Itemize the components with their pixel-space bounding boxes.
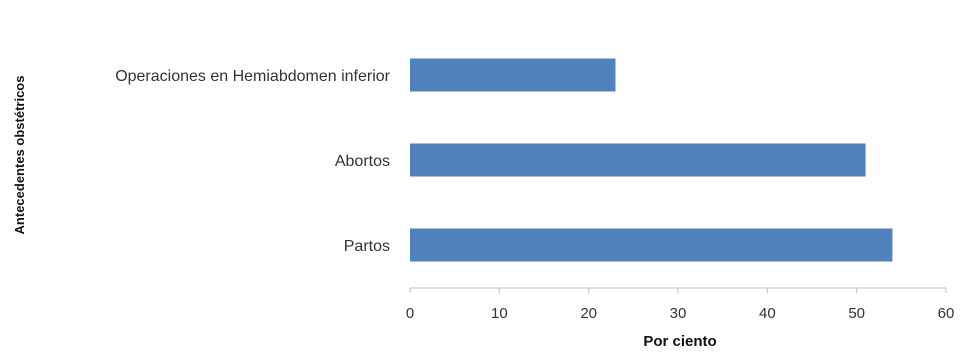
x-axis-title: Por ciento xyxy=(643,333,716,350)
category-label: Partos xyxy=(344,238,390,255)
x-tick-label: 20 xyxy=(580,305,597,322)
x-tick-label: 10 xyxy=(491,305,508,322)
x-tick-label: 60 xyxy=(938,305,955,322)
category-label: Operaciones en Hemiabdomen inferior xyxy=(115,68,390,85)
category-label: Abortos xyxy=(335,153,390,170)
category-labels: Operaciones en Hemiabdomen inferior Abort… xyxy=(115,68,390,255)
x-tick-label: 30 xyxy=(670,305,687,322)
bar-0 xyxy=(410,58,616,92)
bar-2 xyxy=(410,228,893,262)
x-tick-label: 0 xyxy=(406,305,414,322)
y-axis-title: Antecedentes obstétricos xyxy=(12,76,27,235)
x-tick-label: 40 xyxy=(759,305,776,322)
bar-1 xyxy=(410,143,866,177)
x-ticks: 0 10 20 30 40 50 60 xyxy=(406,288,955,322)
x-tick-label: 50 xyxy=(848,305,865,322)
bars-group xyxy=(410,58,893,262)
